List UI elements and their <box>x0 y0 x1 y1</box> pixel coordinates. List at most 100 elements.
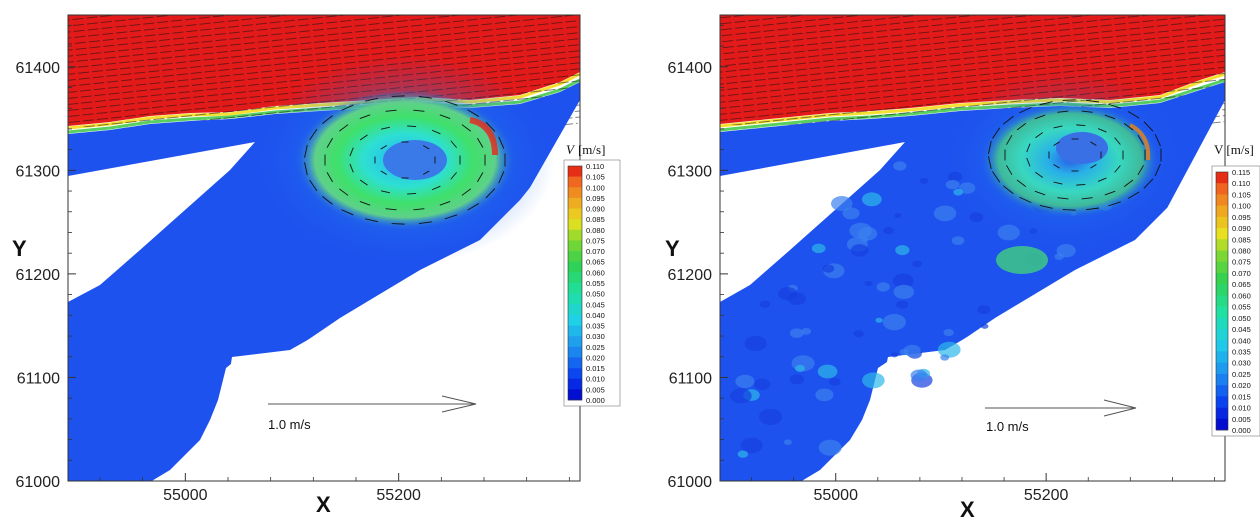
right-plot-area <box>720 15 1225 481</box>
speckle <box>893 284 915 300</box>
colorbar-swatch <box>1216 172 1228 184</box>
eddy-vector <box>413 109 425 112</box>
speckle <box>740 437 763 454</box>
y-tick-label: 61300 <box>668 163 713 180</box>
speckle <box>893 161 907 171</box>
eddy-vector <box>1127 191 1140 199</box>
right-eddy-vectors <box>987 99 1162 211</box>
colorbar-swatch <box>1216 194 1228 206</box>
eddy-vector <box>1039 204 1053 209</box>
speckle <box>842 207 860 220</box>
colorbar-tick-label: 0.005 <box>586 385 605 394</box>
y-tick-label: 61400 <box>16 60 61 77</box>
eddy-vector <box>1090 164 1097 169</box>
speckle <box>850 244 869 257</box>
speckle <box>817 364 838 379</box>
eddy-vector <box>485 121 496 132</box>
eddy-vector <box>381 126 390 130</box>
eddy-vector <box>1154 134 1161 147</box>
speckle <box>789 374 805 385</box>
eddy-vector <box>365 218 378 223</box>
right-colorbar: V [m/s] 0.115 0.110 0.105 0.100 0.095 0.090 0.0… <box>1211 142 1260 437</box>
colorbar-swatch <box>1216 329 1228 341</box>
speckle <box>811 243 826 254</box>
eddy-vector <box>309 179 318 192</box>
eddy-vector <box>1035 171 1044 178</box>
eddy-vector <box>1108 201 1121 207</box>
colorbar-swatch <box>1216 295 1228 307</box>
left-land-bottom <box>151 120 580 481</box>
colorbar-tick-label: 0.105 <box>586 173 605 182</box>
colorbar-swatch <box>568 219 582 231</box>
eddy-vector <box>1006 165 1013 176</box>
colorbar-swatch <box>1216 418 1228 431</box>
colorbar-tick-label: 0.080 <box>1232 247 1251 256</box>
speckle <box>735 374 755 389</box>
eddy-vector <box>1002 115 1014 125</box>
colorbar-swatch <box>1216 385 1228 397</box>
eddy-vector <box>1114 165 1121 173</box>
eddy-vector <box>322 196 333 205</box>
colorbar-swatch <box>1216 216 1228 229</box>
right-land-wedge <box>720 142 905 302</box>
colorbar-swatch <box>568 176 582 188</box>
speckle <box>849 222 873 239</box>
speckle <box>933 205 957 222</box>
eddy-vector <box>326 137 333 148</box>
eddy-vector <box>439 201 451 206</box>
y-tick-label: 61200 <box>16 267 61 284</box>
colorbar-swatch <box>1216 205 1228 218</box>
colorbar-swatch <box>568 197 582 209</box>
eddy-vector <box>1081 197 1093 200</box>
colorbar-tick-label: 0.100 <box>1232 202 1251 211</box>
eddy-vector <box>304 144 308 158</box>
eddy-vector <box>1053 181 1063 185</box>
colorbar-swatch <box>568 304 582 316</box>
eddy-vector <box>1006 134 1013 145</box>
colorbar-tick-label: 0.000 <box>1232 426 1251 435</box>
left-plot-area <box>68 15 580 481</box>
colorbar-swatch <box>568 208 582 220</box>
speckle <box>737 450 749 458</box>
left-colorbar-var: V <box>566 142 576 157</box>
eddy-vector <box>391 223 405 225</box>
y-tick-label: 61100 <box>669 370 712 387</box>
speckle <box>822 264 835 273</box>
left-eddy-jet <box>469 117 498 156</box>
colorbar-tick-label: 0.050 <box>586 290 605 299</box>
colorbar-swatch <box>568 272 582 284</box>
speckle <box>753 378 771 390</box>
colorbar-swatch <box>1216 362 1228 375</box>
x-tick-label: 55200 <box>376 487 421 504</box>
speckle <box>903 344 921 357</box>
colorbar-tick-label: 0.035 <box>1232 347 1251 356</box>
y-tick-label: 61000 <box>16 474 61 491</box>
speckle <box>940 354 950 361</box>
eddy-vector <box>407 192 417 195</box>
y-tick-label: 61200 <box>668 267 713 284</box>
colorbar-tick-label: 0.075 <box>586 236 605 245</box>
colorbar-swatch <box>568 336 582 348</box>
colorbar-tick-label: 0.080 <box>586 226 605 235</box>
right-eddy-core <box>1056 132 1108 164</box>
eddy-vector <box>1123 123 1134 131</box>
right-green-patch <box>996 246 1048 274</box>
eddy-vector <box>1016 123 1027 131</box>
colorbar-swatch <box>568 368 582 380</box>
speckle <box>853 330 864 338</box>
colorbar-tick-label: 0.015 <box>586 364 605 373</box>
eddy-vector <box>1104 114 1116 120</box>
speckle <box>912 260 923 268</box>
right-colorbar-title: V [m/s] <box>1214 142 1254 157</box>
eddy-vector <box>1039 101 1053 106</box>
eddy-vector <box>1034 190 1046 196</box>
left-y-axis-title: Y <box>12 236 27 261</box>
speckle <box>892 273 914 288</box>
eddy-vector <box>431 185 441 191</box>
speckle <box>937 341 961 358</box>
eddy-vector <box>1053 164 1060 169</box>
eddy-vector <box>1034 114 1046 120</box>
eddy-vector <box>485 188 496 199</box>
eddy-vector <box>385 208 397 211</box>
